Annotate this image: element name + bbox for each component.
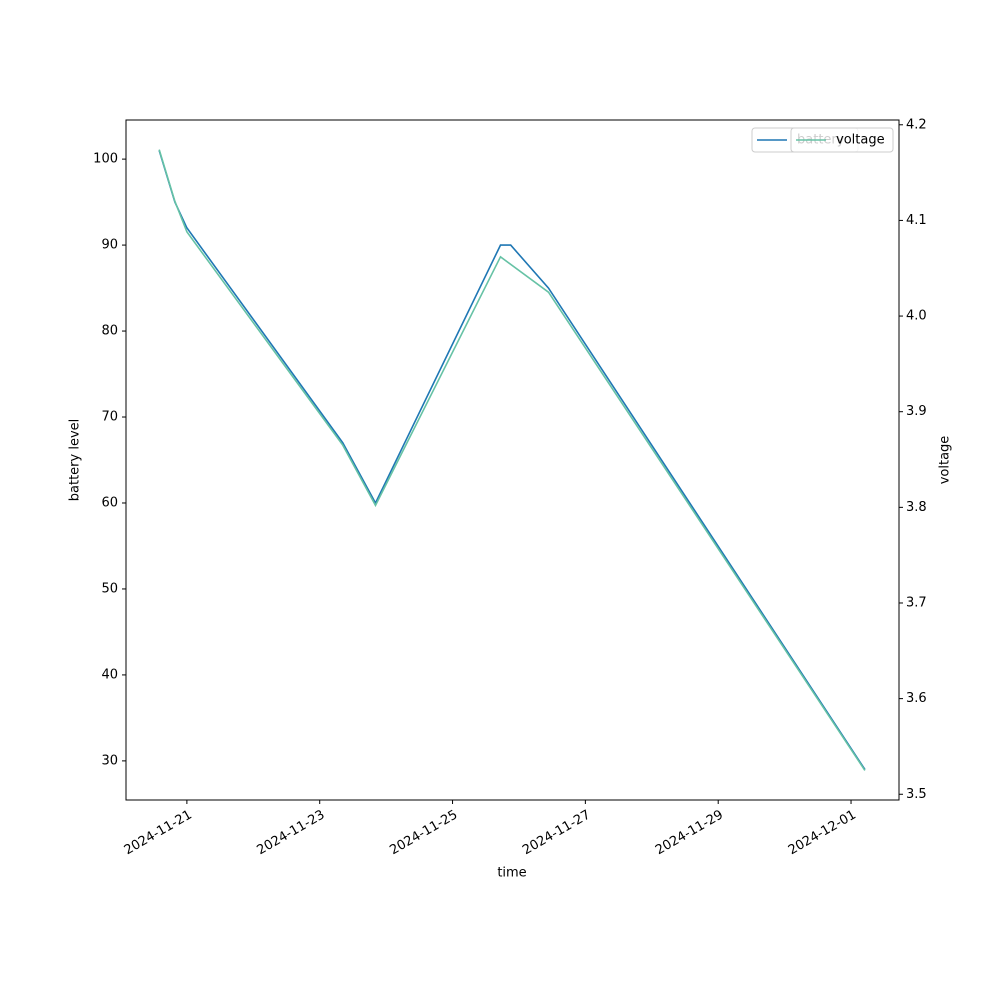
x-axis-label: time [497, 866, 526, 881]
y-tick-label: 30 [101, 753, 118, 768]
y2-tick-label: 4.1 [906, 213, 927, 228]
y-tick-label: 40 [101, 667, 118, 682]
x-tick-label: 2024-11-23 [255, 808, 328, 859]
y2-tick-label: 4.0 [906, 309, 927, 324]
x-tick-label: 2024-11-29 [653, 808, 726, 859]
y-tick-label: 60 [101, 495, 118, 510]
y2-tick-label: 4.2 [906, 117, 927, 132]
y2-tick-label: 3.6 [906, 691, 927, 706]
series-line [158, 150, 866, 770]
legend-label: voltage [836, 133, 885, 148]
y2-tick-label: 3.8 [906, 500, 927, 515]
y-tick-label: 80 [101, 324, 118, 339]
y2-axis-label: voltage [938, 436, 953, 485]
y-tick-label: 70 [101, 410, 118, 425]
y-tick-label: 90 [101, 238, 118, 253]
x-tick-label: 2024-11-27 [520, 808, 593, 859]
y-axis-label: battery level [68, 419, 83, 502]
y2-tick-label: 3.5 [906, 787, 927, 802]
series-line [158, 149, 866, 771]
x-tick-label: 2024-11-21 [122, 808, 195, 859]
plot-frame [125, 119, 900, 801]
y-tick-label: 50 [101, 581, 118, 596]
y2-tick-label: 3.9 [906, 404, 927, 419]
x-tick-label: 2024-11-25 [387, 808, 460, 859]
legend-box [790, 127, 894, 153]
y-tick-label: 100 [93, 152, 118, 167]
x-tick-label: 2024-12-01 [786, 808, 859, 859]
y2-tick-label: 3.7 [906, 595, 927, 610]
